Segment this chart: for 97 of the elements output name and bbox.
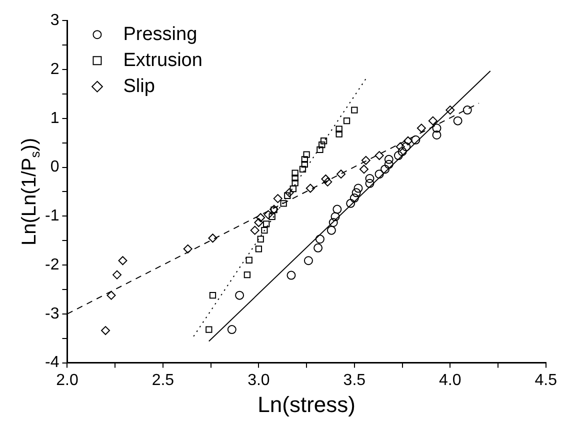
y-tick-label: 0 xyxy=(50,158,60,176)
point xyxy=(268,213,276,220)
point xyxy=(428,116,438,126)
legend-label: Pressing xyxy=(123,24,198,45)
point xyxy=(336,130,342,138)
point xyxy=(263,220,270,228)
point xyxy=(320,138,328,144)
point xyxy=(330,212,340,222)
point xyxy=(352,188,361,198)
point xyxy=(208,234,218,243)
point xyxy=(101,326,110,336)
point xyxy=(361,156,370,165)
point xyxy=(336,126,342,132)
point xyxy=(273,194,282,204)
point xyxy=(314,243,323,252)
point xyxy=(374,170,384,179)
point xyxy=(264,210,273,220)
point xyxy=(246,256,252,264)
y-tick-label: -3 xyxy=(44,305,60,322)
point xyxy=(106,290,116,300)
point xyxy=(326,226,336,235)
point xyxy=(255,246,262,252)
point xyxy=(303,151,310,158)
point xyxy=(396,142,405,152)
point xyxy=(301,160,308,168)
point xyxy=(183,244,192,254)
point xyxy=(290,185,296,192)
legend-label: Slip xyxy=(123,76,155,97)
point xyxy=(402,142,411,152)
point xyxy=(209,292,216,299)
y-tick-label: -4 xyxy=(44,354,60,372)
point xyxy=(257,236,264,242)
point xyxy=(332,204,342,214)
point xyxy=(306,184,315,193)
point xyxy=(462,106,472,115)
point xyxy=(384,154,394,164)
point xyxy=(343,117,350,124)
point xyxy=(299,166,306,173)
point xyxy=(446,106,455,115)
point xyxy=(315,234,324,244)
y-tick-label: 2 xyxy=(50,60,60,78)
point xyxy=(261,226,268,234)
point xyxy=(432,124,442,133)
point xyxy=(118,256,128,266)
x-tick-label: 2.0 xyxy=(56,372,78,389)
point xyxy=(286,270,296,280)
point xyxy=(235,290,244,300)
y-tick-label: 1 xyxy=(50,110,60,127)
point xyxy=(292,170,298,176)
point xyxy=(316,146,324,153)
point xyxy=(304,256,313,266)
point xyxy=(254,218,264,227)
point xyxy=(244,271,251,278)
x-tick-label: 4.5 xyxy=(534,372,558,389)
point xyxy=(359,164,368,174)
point xyxy=(112,270,122,280)
point xyxy=(432,130,442,140)
point xyxy=(398,147,407,156)
y-tick-label: -2 xyxy=(44,256,60,274)
x-tick-label: 3.5 xyxy=(343,372,366,389)
point xyxy=(292,174,298,182)
x-tick-label: 2.5 xyxy=(152,372,174,389)
point xyxy=(365,174,374,183)
point xyxy=(411,135,420,144)
point xyxy=(323,177,332,186)
point xyxy=(354,184,363,193)
point xyxy=(384,160,394,169)
point xyxy=(292,180,298,186)
legend-label: Extrusion xyxy=(123,50,202,71)
y-axis-title: Ln(Ln(1/Ps)) xyxy=(18,138,43,246)
x-tick-label: 4.0 xyxy=(439,372,462,389)
point xyxy=(416,124,426,133)
x-axis-title: Ln(stress) xyxy=(258,392,356,418)
point xyxy=(336,170,346,179)
point xyxy=(374,151,384,160)
point xyxy=(318,141,326,148)
point xyxy=(284,192,291,199)
point xyxy=(350,194,359,203)
point xyxy=(351,106,358,114)
point xyxy=(380,164,390,174)
point xyxy=(346,198,356,208)
point xyxy=(227,325,236,334)
point xyxy=(280,200,287,207)
point xyxy=(321,174,330,184)
point xyxy=(301,156,308,163)
point xyxy=(284,188,294,198)
point xyxy=(250,226,260,235)
point xyxy=(256,213,266,222)
point xyxy=(365,178,374,188)
y-tick-label: -1 xyxy=(44,208,60,225)
x-tick-label: 3.0 xyxy=(248,372,270,389)
point xyxy=(206,326,212,333)
y-tick-label: 3 xyxy=(50,12,60,30)
point xyxy=(453,116,462,126)
point xyxy=(404,136,413,146)
point xyxy=(328,218,338,227)
point xyxy=(394,151,403,160)
